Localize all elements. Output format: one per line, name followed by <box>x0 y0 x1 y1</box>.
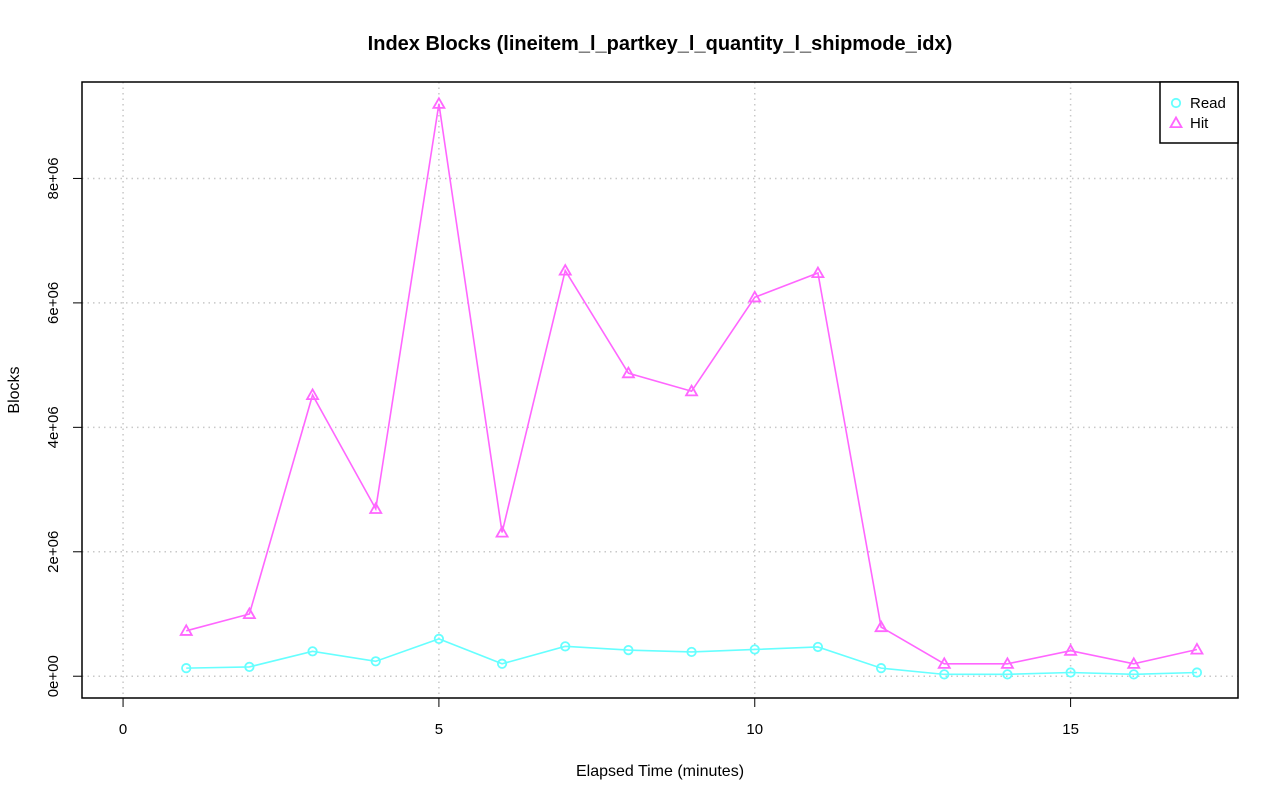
legend-label-read: Read <box>1190 95 1226 112</box>
data-point-read <box>875 663 887 674</box>
data-point-hit <box>1000 656 1015 669</box>
data-point-read <box>433 633 445 644</box>
data-point-hit <box>937 656 952 669</box>
data-point-read <box>496 658 508 669</box>
data-point-hit <box>431 96 446 109</box>
legend: Read Hit <box>1159 81 1239 144</box>
y-tick-label: 4e+06 <box>45 406 62 448</box>
data-point-hit <box>305 387 320 401</box>
data-point-hit <box>179 623 194 636</box>
data-point-hit <box>1126 656 1141 669</box>
data-point-hit <box>810 265 825 279</box>
data-point-hit <box>747 289 762 303</box>
y-axis-label: Blocks <box>6 366 23 413</box>
data-point-hit <box>242 606 257 620</box>
x-tick-label: 5 <box>435 721 443 738</box>
chart-title: Index Blocks (lineitem_l_partkey_l_quant… <box>368 33 953 55</box>
data-point-read <box>560 641 571 652</box>
legend-marker-hit <box>1168 115 1184 129</box>
x-tick-label: 0 <box>119 721 127 738</box>
data-point-hit <box>558 263 573 276</box>
data-point-read <box>1191 667 1203 678</box>
data-point-hit <box>495 525 510 538</box>
data-point-read <box>307 646 318 657</box>
data-point-read <box>1065 667 1076 678</box>
data-point-read <box>181 663 192 674</box>
x-tick-label: 10 <box>746 721 763 738</box>
plot-frame <box>81 81 1239 699</box>
legend-marker-read <box>1170 97 1182 109</box>
data-point-read <box>749 644 760 655</box>
data-point-read <box>370 656 381 667</box>
x-axis-label: Elapsed Time (minutes) <box>576 763 744 780</box>
legend-box <box>1159 81 1239 144</box>
series-group <box>179 96 1204 680</box>
data-point-read <box>623 644 634 656</box>
data-point-hit <box>684 383 699 397</box>
series-line-read <box>186 638 1197 676</box>
data-point-hit <box>621 365 636 379</box>
data-point-hit <box>1189 642 1204 655</box>
y-tick-label: 0e+00 <box>45 655 62 697</box>
x-tick-label: 15 <box>1062 721 1079 738</box>
series-read <box>181 633 1203 680</box>
y-tick-label: 8e+06 <box>45 157 62 199</box>
legend-label-hit: Hit <box>1190 115 1209 132</box>
x-axis: 0 5 10 15 <box>119 698 1079 738</box>
y-tick-label: 6e+06 <box>45 282 62 324</box>
data-point-hit <box>1063 643 1078 656</box>
data-point-read <box>1002 669 1013 680</box>
data-point-read <box>812 641 824 653</box>
data-point-hit <box>368 501 383 514</box>
series-line-hit <box>186 103 1198 665</box>
series-hit <box>179 96 1204 669</box>
grid-lines <box>82 82 1238 698</box>
data-point-read <box>686 646 697 658</box>
data-point-read <box>1128 669 1139 680</box>
y-tick-label: 2e+06 <box>45 531 62 573</box>
y-axis: 0e+00 2e+06 4e+06 6e+06 8e+06 <box>45 157 82 697</box>
data-point-hit <box>874 619 889 633</box>
data-point-read <box>939 669 950 680</box>
data-point-read <box>244 661 255 672</box>
